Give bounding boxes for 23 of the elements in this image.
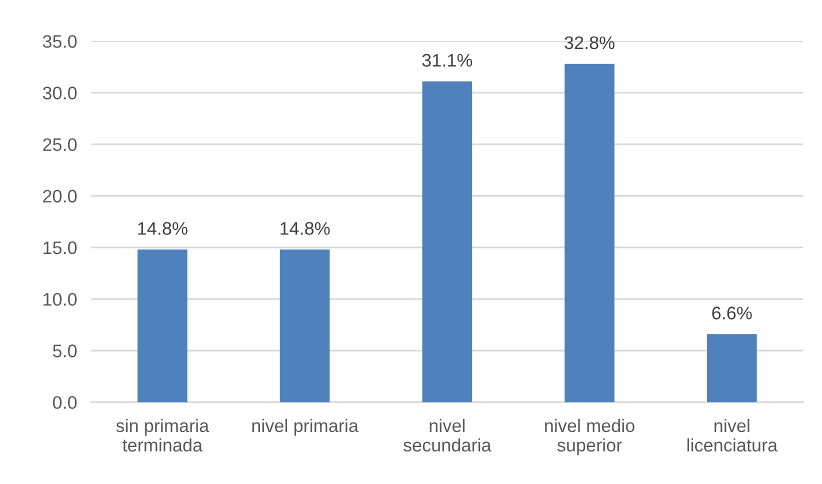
bar bbox=[706, 334, 757, 402]
y-tick-label: 15.0 bbox=[44, 241, 77, 254]
y-tick-label: 0.0 bbox=[52, 396, 77, 409]
y-tick-label: 10.0 bbox=[44, 292, 77, 306]
x-tick-label: sin primaria terminada bbox=[116, 418, 210, 452]
data-label: 14.8% bbox=[280, 222, 330, 235]
y-tick-label: 25.0 bbox=[43, 138, 77, 152]
bar bbox=[422, 81, 472, 402]
y-tick-label: 30.0 bbox=[42, 86, 77, 100]
bar bbox=[564, 64, 614, 402]
y-tick-label: 35.0 bbox=[42, 35, 77, 48]
bar bbox=[280, 250, 330, 402]
x-tick-label: nivel medio superior bbox=[545, 418, 634, 456]
bar bbox=[138, 250, 188, 402]
data-label: 31.1% bbox=[422, 54, 472, 67]
x-tick-label: nivel licenciatura bbox=[687, 418, 778, 452]
x-tick-label: nivel primaria bbox=[252, 418, 358, 436]
y-tick-label: 20.0 bbox=[43, 190, 77, 203]
data-label: 14.8% bbox=[138, 222, 188, 235]
x-tick-label: nivel secundaria bbox=[404, 418, 492, 452]
data-label: 32.8% bbox=[564, 36, 614, 50]
data-label: 6.6% bbox=[712, 306, 752, 320]
y-tick-label: 5.0 bbox=[52, 344, 77, 358]
